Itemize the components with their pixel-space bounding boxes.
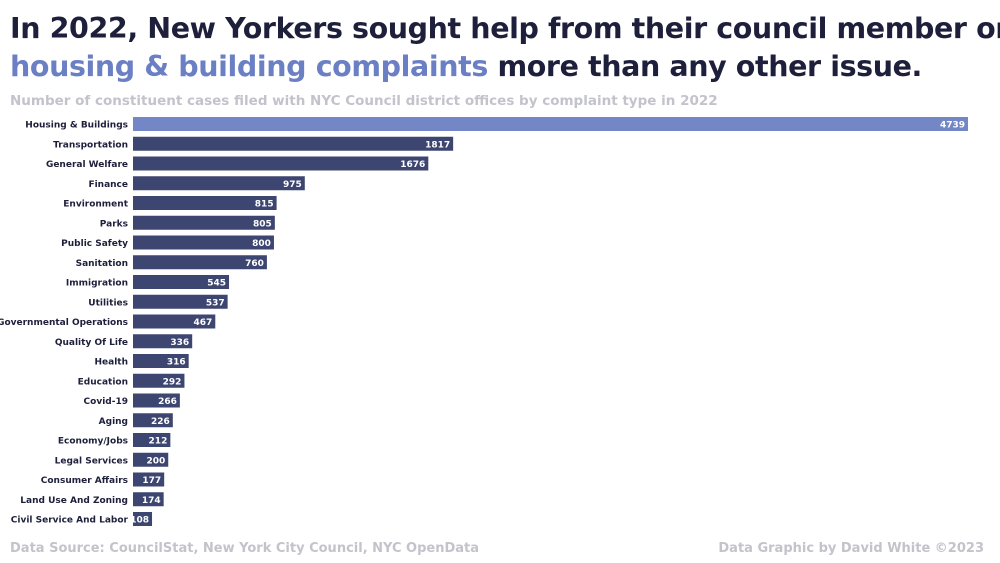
category-label: Legal Services xyxy=(55,456,128,466)
bar xyxy=(133,512,153,526)
category-label: General Welfare xyxy=(46,160,128,170)
title-line-1: In 2022, New Yorkers sought help from th… xyxy=(10,12,1000,45)
category-label: Immigration xyxy=(66,279,128,289)
value-label: 805 xyxy=(253,219,272,229)
bar xyxy=(133,492,164,507)
category-label: Economy/Jobs xyxy=(58,437,128,447)
bar xyxy=(133,156,429,171)
bar xyxy=(133,196,277,210)
category-label: Consumer Affairs xyxy=(41,476,128,486)
value-label: 177 xyxy=(142,476,161,486)
value-label: 266 xyxy=(158,397,177,407)
category-label: Utilities xyxy=(88,298,128,308)
bar xyxy=(133,334,193,349)
bar xyxy=(133,294,228,309)
category-label: Housing & Buildings xyxy=(25,121,128,131)
category-label: Land Use And Zoning xyxy=(20,496,128,506)
data-source: Data Source: CouncilStat, New York City … xyxy=(10,541,480,556)
bar xyxy=(133,314,216,329)
category-label: Public Safety xyxy=(61,239,128,249)
bar xyxy=(133,354,189,368)
category-label: Finance xyxy=(88,180,128,190)
bar xyxy=(133,452,169,467)
category-label: Governmental Operations xyxy=(0,318,128,328)
category-label: Covid-19 xyxy=(84,397,128,407)
bar xyxy=(133,393,180,408)
chart-subtitle: Number of constituent cases filed with N… xyxy=(10,93,718,109)
bar xyxy=(133,472,165,487)
value-label: 467 xyxy=(193,318,212,328)
category-label: Parks xyxy=(100,219,128,229)
value-label: 108 xyxy=(130,516,149,526)
value-label: 1676 xyxy=(400,160,425,170)
bar xyxy=(133,117,968,131)
value-label: 174 xyxy=(142,496,161,506)
bar xyxy=(133,255,267,270)
bar xyxy=(133,275,230,289)
category-label: Environment xyxy=(63,200,128,210)
bar xyxy=(133,215,275,230)
category-label: Health xyxy=(94,358,128,368)
category-label: Sanitation xyxy=(76,259,128,269)
value-label: 316 xyxy=(167,358,186,368)
value-label: 537 xyxy=(206,298,225,308)
category-label: Education xyxy=(78,377,128,387)
value-label: 226 xyxy=(151,417,170,427)
category-label: Civil Service And Labor xyxy=(11,516,129,526)
value-label: 292 xyxy=(163,377,182,387)
bar xyxy=(133,373,185,388)
value-label: 212 xyxy=(149,437,168,447)
credit: Data Graphic by David White ©2023 xyxy=(718,541,984,556)
bar xyxy=(133,176,305,191)
title-rest: more than any other issue. xyxy=(487,50,922,83)
value-label: 815 xyxy=(255,200,274,210)
value-label: 800 xyxy=(252,239,271,249)
bar xyxy=(133,433,171,447)
title-highlight: housing & building complaints xyxy=(10,50,488,83)
bar xyxy=(133,413,173,428)
category-label: Quality Of Life xyxy=(55,338,128,348)
value-label: 760 xyxy=(245,259,264,269)
value-label: 336 xyxy=(170,338,189,348)
category-label: Transportation xyxy=(53,140,128,150)
bar xyxy=(133,235,274,250)
value-label: 4739 xyxy=(940,121,965,131)
value-label: 200 xyxy=(146,456,165,466)
value-label: 1817 xyxy=(425,140,450,150)
chart-title: In 2022, New Yorkers sought help from th… xyxy=(10,10,1000,86)
value-label: 545 xyxy=(207,279,226,289)
category-label: Aging xyxy=(99,417,128,427)
value-label: 975 xyxy=(283,180,302,190)
bar xyxy=(133,136,454,151)
